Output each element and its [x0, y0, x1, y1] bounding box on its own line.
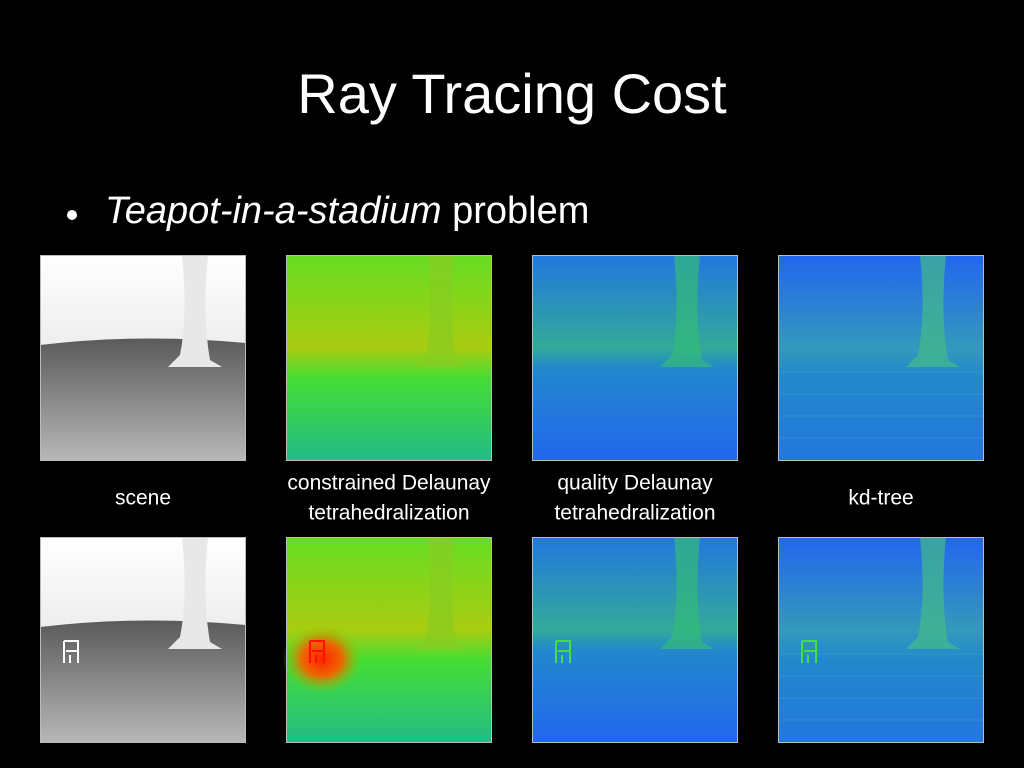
ground [40, 620, 246, 743]
caption: scene [115, 487, 171, 510]
tree-trunk [414, 537, 468, 649]
bullet-text: problem [452, 190, 589, 232]
thumbnail [286, 255, 492, 461]
caption: tetrahedralization [554, 502, 715, 525]
thumb-frame [778, 537, 984, 743]
thumbnail [532, 537, 738, 743]
tree-trunk [660, 255, 714, 367]
thumbnail [40, 255, 246, 461]
slide-title: Ray Tracing Cost [297, 62, 727, 125]
bullet: Teapot-in-a-stadium problem [105, 190, 589, 232]
chair [309, 640, 325, 663]
thumb-frame [778, 255, 984, 461]
thumb-frame [286, 537, 492, 743]
thumb-bg [532, 255, 738, 461]
tree-trunk [414, 255, 468, 367]
thumb-frame [40, 537, 246, 743]
thumbnail [282, 537, 492, 743]
hotspot [282, 625, 362, 693]
caption: quality Delaunay [557, 472, 713, 495]
thumb-frame [40, 255, 246, 461]
chair [555, 640, 571, 663]
tree-trunk [660, 537, 714, 649]
bullet-dot [67, 210, 77, 220]
caption: kd-tree [848, 487, 913, 510]
bullet-emphasis: Teapot-in-a-stadium [105, 190, 442, 232]
thumb-bg [778, 255, 984, 461]
chair [63, 640, 79, 663]
caption: tetrahedralization [308, 502, 469, 525]
thumbnail [532, 255, 738, 461]
chair [801, 640, 817, 663]
thumb-frame [532, 537, 738, 743]
captions: scene constrained Delaunay tetrahedralizat… [115, 472, 914, 525]
tree-trunk [906, 255, 960, 367]
caption: constrained Delaunay [287, 472, 491, 495]
tree-trunk [906, 537, 960, 649]
images [40, 255, 984, 743]
thumb-bg [286, 255, 492, 461]
thumb-frame [286, 255, 492, 461]
thumbnail [778, 255, 984, 461]
thumbnail [40, 537, 246, 743]
tree-trunk [168, 537, 222, 649]
ground [40, 338, 246, 461]
thumb-frame [532, 255, 738, 461]
thumbnail [778, 537, 984, 743]
tree-trunk [168, 255, 222, 367]
